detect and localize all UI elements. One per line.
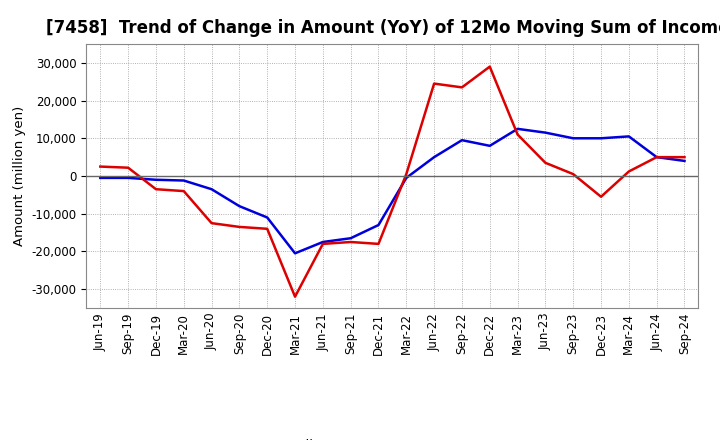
Ordinary Income bbox=[597, 136, 606, 141]
Net Income bbox=[235, 224, 243, 230]
Net Income bbox=[513, 132, 522, 137]
Net Income bbox=[291, 294, 300, 299]
Ordinary Income bbox=[541, 130, 550, 135]
Y-axis label: Amount (million yen): Amount (million yen) bbox=[13, 106, 26, 246]
Ordinary Income bbox=[263, 215, 271, 220]
Legend: Ordinary Income, Net Income: Ordinary Income, Net Income bbox=[237, 433, 548, 440]
Net Income bbox=[207, 220, 216, 226]
Ordinary Income bbox=[96, 175, 104, 180]
Ordinary Income bbox=[652, 154, 661, 160]
Net Income bbox=[458, 85, 467, 90]
Net Income bbox=[346, 239, 355, 245]
Net Income bbox=[318, 241, 327, 246]
Ordinary Income bbox=[485, 143, 494, 148]
Net Income bbox=[485, 64, 494, 69]
Net Income bbox=[624, 169, 633, 174]
Ordinary Income bbox=[318, 239, 327, 245]
Ordinary Income bbox=[374, 222, 383, 227]
Line: Ordinary Income: Ordinary Income bbox=[100, 129, 685, 253]
Ordinary Income bbox=[402, 175, 410, 180]
Net Income bbox=[402, 172, 410, 177]
Net Income bbox=[597, 194, 606, 199]
Ordinary Income bbox=[569, 136, 577, 141]
Line: Net Income: Net Income bbox=[100, 66, 685, 297]
Title: [7458]  Trend of Change in Amount (YoY) of 12Mo Moving Sum of Incomes: [7458] Trend of Change in Amount (YoY) o… bbox=[45, 19, 720, 37]
Ordinary Income bbox=[179, 178, 188, 183]
Ordinary Income bbox=[624, 134, 633, 139]
Ordinary Income bbox=[291, 251, 300, 256]
Ordinary Income bbox=[458, 138, 467, 143]
Net Income bbox=[124, 165, 132, 170]
Net Income bbox=[96, 164, 104, 169]
Ordinary Income bbox=[346, 235, 355, 241]
Ordinary Income bbox=[430, 154, 438, 160]
Ordinary Income bbox=[124, 175, 132, 180]
Ordinary Income bbox=[513, 126, 522, 132]
Net Income bbox=[152, 187, 161, 192]
Net Income bbox=[569, 172, 577, 177]
Net Income bbox=[541, 160, 550, 165]
Ordinary Income bbox=[152, 177, 161, 183]
Ordinary Income bbox=[680, 158, 689, 164]
Net Income bbox=[652, 154, 661, 160]
Ordinary Income bbox=[207, 187, 216, 192]
Net Income bbox=[430, 81, 438, 86]
Net Income bbox=[179, 188, 188, 194]
Net Income bbox=[680, 154, 689, 160]
Net Income bbox=[263, 226, 271, 231]
Net Income bbox=[374, 241, 383, 246]
Ordinary Income bbox=[235, 204, 243, 209]
